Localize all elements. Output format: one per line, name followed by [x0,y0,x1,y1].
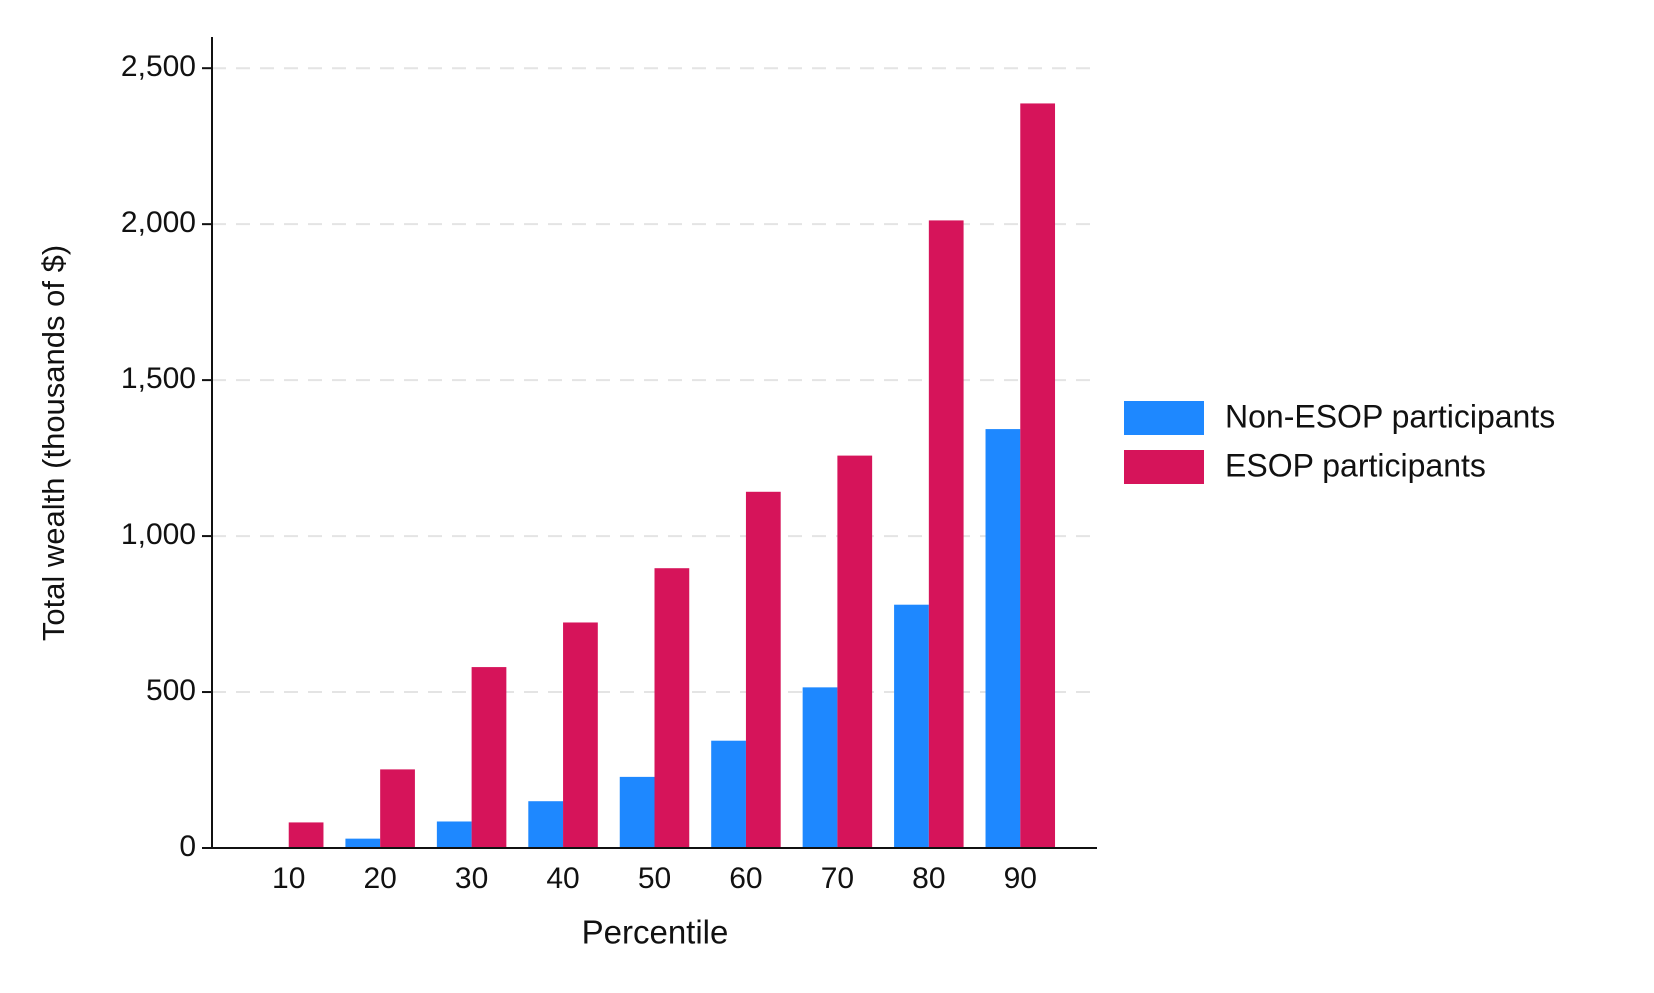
bar [711,740,746,848]
legend-swatch [1124,450,1204,484]
y-tick-label: 2,500 [121,50,196,83]
y-tick-label: 500 [146,674,196,707]
bar [380,769,415,848]
x-axis-label: Percentile [582,914,729,951]
bar [837,455,873,848]
bar [436,821,472,848]
bar [563,622,598,848]
bar [928,220,964,848]
bar [985,429,1021,848]
bar [471,667,507,848]
y-tick-label: 1,500 [121,362,196,395]
legend-swatch [1124,401,1204,435]
x-tick-label: 20 [363,862,396,895]
bar [745,491,781,848]
x-tick-label: 50 [638,862,671,895]
x-tick-label: 70 [821,862,854,895]
x-tick-label: 30 [455,862,488,895]
bar [802,687,838,848]
bar [345,838,381,848]
y-tick-label: 2,000 [121,206,196,239]
bar [894,604,929,848]
legend-label: Non-ESOP participants [1225,398,1555,434]
y-tick-label: 0 [179,830,196,863]
bar [288,822,324,848]
x-tick-label: 80 [912,862,945,895]
y-axis-label: Total wealth (thousands of $) [36,245,71,641]
legend-label: ESOP participants [1225,447,1486,483]
bar [654,568,690,848]
x-tick-label: 60 [729,862,762,895]
bar [528,801,564,848]
x-tick-label: 40 [546,862,579,895]
bar [619,776,655,848]
x-tick-label: 90 [1004,862,1037,895]
x-tick-label: 10 [272,862,305,895]
bar [1020,103,1056,848]
y-tick-label: 1,000 [121,518,196,551]
